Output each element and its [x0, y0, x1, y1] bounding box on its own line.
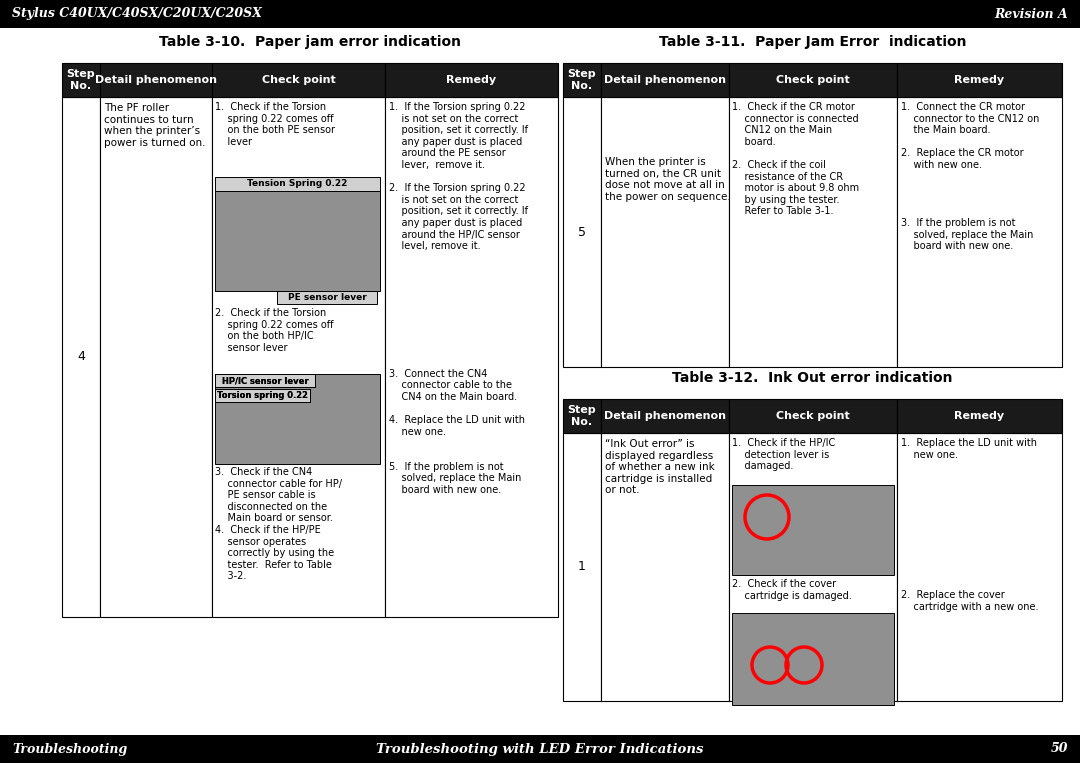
Text: The PF roller
continues to turn
when the printer’s
power is turned on.: The PF roller continues to turn when the…	[104, 103, 205, 148]
Text: Detail phenomenon: Detail phenomenon	[95, 75, 217, 85]
Bar	[276, 291, 377, 304]
Bar	[897, 433, 1062, 701]
Text: Table 3-10.  Paper jam error indication: Table 3-10. Paper jam error indication	[159, 35, 461, 49]
Text: 1.  Check if the HP/IC
    detection lever is
    damaged.: 1. Check if the HP/IC detection lever is…	[732, 438, 835, 472]
Bar	[729, 433, 897, 701]
Text: Detail phenomenon: Detail phenomenon	[604, 75, 726, 85]
Text: Troubleshooting: Troubleshooting	[12, 742, 127, 755]
Text: 3.  Check if the CN4
    connector cable for HP/
    PE sensor cable is
    disc: 3. Check if the CN4 connector cable for …	[215, 467, 342, 581]
Bar	[897, 399, 1062, 433]
Bar	[215, 389, 310, 402]
Text: Check point: Check point	[777, 411, 850, 421]
Bar	[600, 399, 729, 433]
Text: HP/IC sensor lever: HP/IC sensor lever	[221, 376, 308, 385]
Text: Stylus C40UX/C40SX/C20UX/C20SX: Stylus C40UX/C40SX/C20UX/C20SX	[12, 8, 261, 21]
Text: Remedy: Remedy	[955, 75, 1004, 85]
Bar	[563, 97, 600, 367]
Text: Revision A: Revision A	[995, 8, 1068, 21]
Text: “Ink Out error” is
displayed regardless
of whether a new ink
cartridge is instal: “Ink Out error” is displayed regardless …	[605, 439, 715, 495]
Text: 2.  Check if the Torsion
    spring 0.22 comes off
    on the both HP/IC
    sen: 2. Check if the Torsion spring 0.22 come…	[215, 308, 334, 353]
Bar	[897, 63, 1062, 97]
Bar	[212, 97, 384, 617]
Bar	[100, 97, 212, 617]
Bar	[729, 399, 897, 433]
Bar	[563, 433, 600, 701]
Bar	[0, 0, 1080, 28]
Text: Detail phenomenon: Detail phenomenon	[604, 411, 726, 421]
Text: 1.  Replace the LD unit with
    new one.: 1. Replace the LD unit with new one.	[901, 438, 1037, 459]
Bar	[215, 374, 315, 387]
Bar	[384, 63, 558, 97]
Text: When the printer is
turned on, the CR unit
dose not move at all in
the power on : When the printer is turned on, the CR un…	[605, 157, 731, 201]
Text: Check point: Check point	[777, 75, 850, 85]
Bar	[215, 177, 380, 191]
Bar	[215, 191, 380, 291]
Text: Step
No.: Step No.	[568, 405, 596, 427]
Text: HP/IC sensor lever: HP/IC sensor lever	[221, 376, 308, 385]
Bar	[600, 97, 729, 367]
Text: 50: 50	[1051, 742, 1068, 755]
Bar	[62, 97, 100, 617]
Text: PE sensor lever: PE sensor lever	[287, 293, 366, 302]
Bar	[215, 374, 315, 387]
Bar	[729, 63, 897, 97]
Text: 1: 1	[578, 561, 586, 574]
Bar	[100, 63, 212, 97]
Bar	[600, 433, 729, 701]
Bar	[215, 374, 380, 464]
Text: Step
No.: Step No.	[568, 69, 596, 91]
Text: Table 3-11.  Paper Jam Error  indication: Table 3-11. Paper Jam Error indication	[659, 35, 967, 49]
Text: 2.  Check if the cover
    cartridge is damaged.: 2. Check if the cover cartridge is damag…	[732, 579, 852, 600]
Text: 1.  Check if the Torsion
    spring 0.22 comes off
    on the both PE sensor
   : 1. Check if the Torsion spring 0.22 come…	[215, 102, 335, 146]
Bar	[897, 97, 1062, 367]
Text: Remedy: Remedy	[446, 75, 497, 85]
Text: 4: 4	[77, 350, 85, 363]
Bar	[729, 97, 897, 367]
Bar	[732, 485, 894, 575]
Bar	[62, 63, 100, 97]
Bar	[215, 389, 310, 402]
Text: 5: 5	[578, 226, 586, 239]
Text: 1.  Check if the CR motor
    connector is connected
    CN12 on the Main
    bo: 1. Check if the CR motor connector is co…	[732, 102, 859, 217]
Bar	[563, 399, 600, 433]
Bar	[384, 97, 558, 617]
Bar	[600, 63, 729, 97]
Text: Step
No.: Step No.	[67, 69, 95, 91]
Text: Torsion spring 0.22: Torsion spring 0.22	[217, 391, 308, 400]
Bar	[732, 613, 894, 705]
Text: Torsion spring 0.22: Torsion spring 0.22	[217, 391, 308, 400]
Text: Troubleshooting with LED Error Indications: Troubleshooting with LED Error Indicatio…	[376, 742, 704, 755]
Bar	[563, 63, 600, 97]
Text: Remedy: Remedy	[955, 411, 1004, 421]
Text: Table 3-12.  Ink Out error indication: Table 3-12. Ink Out error indication	[672, 371, 953, 385]
Bar	[0, 735, 1080, 763]
Text: 2.  Replace the cover
    cartridge with a new one.: 2. Replace the cover cartridge with a ne…	[901, 590, 1039, 612]
Bar	[212, 63, 384, 97]
Text: 1.  If the Torsion spring 0.22
    is not set on the correct
    position, set i: 1. If the Torsion spring 0.22 is not set…	[389, 102, 528, 494]
Text: Check point: Check point	[261, 75, 336, 85]
Text: 1.  Connect the CR motor
    connector to the CN12 on
    the Main board.

2.  R: 1. Connect the CR motor connector to the…	[901, 102, 1039, 251]
Text: Tension Spring 0.22: Tension Spring 0.22	[247, 179, 348, 188]
